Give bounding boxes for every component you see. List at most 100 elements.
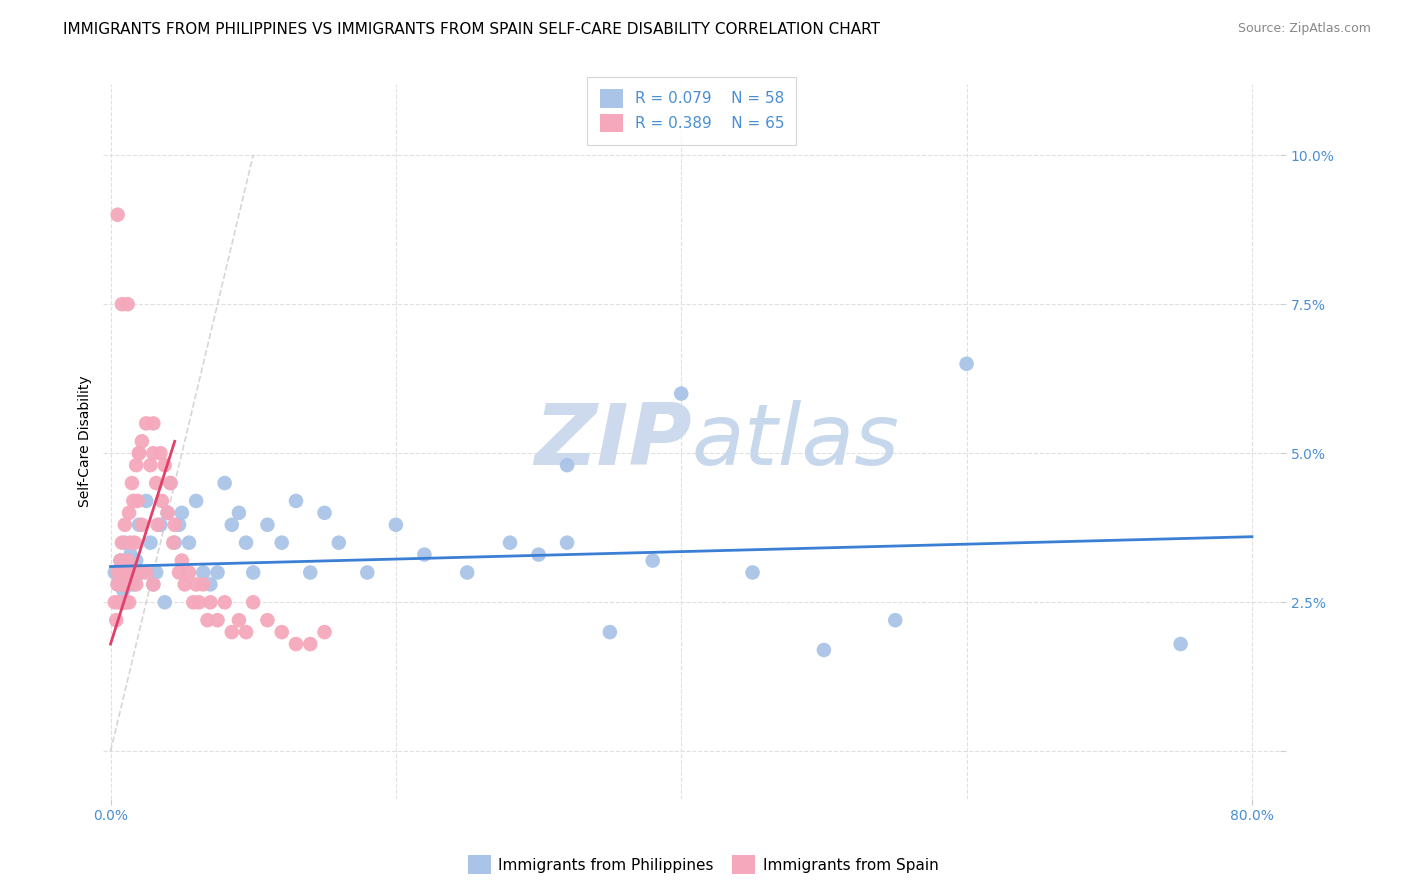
Point xyxy=(111,297,134,311)
Point xyxy=(112,583,135,598)
Point xyxy=(121,566,143,580)
Text: IMMIGRANTS FROM PHILIPPINES VS IMMIGRANTS FROM SPAIN SELF-CARE DISABILITY CORREL: IMMIGRANTS FROM PHILIPPINES VS IMMIGRANT… xyxy=(63,22,880,37)
Point xyxy=(105,613,128,627)
Point xyxy=(131,517,153,532)
Point xyxy=(385,517,408,532)
Point xyxy=(256,613,278,627)
Point xyxy=(150,494,173,508)
Point xyxy=(162,535,184,549)
Text: ZIP: ZIP xyxy=(534,400,692,483)
Point xyxy=(128,517,150,532)
Point xyxy=(173,577,195,591)
Point xyxy=(285,637,308,651)
Point xyxy=(167,566,190,580)
Point xyxy=(163,517,186,532)
Point xyxy=(599,625,621,640)
Point xyxy=(121,566,143,580)
Point xyxy=(120,548,142,562)
Point xyxy=(127,494,149,508)
Point xyxy=(884,613,907,627)
Point xyxy=(527,548,550,562)
Text: Source: ZipAtlas.com: Source: ZipAtlas.com xyxy=(1237,22,1371,36)
Point xyxy=(117,553,139,567)
Point xyxy=(207,566,229,580)
Point xyxy=(1170,637,1192,651)
Point xyxy=(122,494,145,508)
Point xyxy=(214,476,236,491)
Point xyxy=(117,577,139,591)
Point xyxy=(156,506,179,520)
Point xyxy=(285,494,308,508)
Point xyxy=(228,613,250,627)
Point xyxy=(107,566,129,580)
Point xyxy=(159,476,181,491)
Point xyxy=(181,595,204,609)
Point xyxy=(107,577,129,591)
Point xyxy=(107,208,129,222)
Point xyxy=(356,566,378,580)
Point xyxy=(299,566,322,580)
Point xyxy=(135,566,157,580)
Point xyxy=(139,458,162,472)
Point xyxy=(114,595,136,609)
Legend: Immigrants from Philippines, Immigrants from Spain: Immigrants from Philippines, Immigrants … xyxy=(461,849,945,880)
Y-axis label: Self-Care Disability: Self-Care Disability xyxy=(79,376,93,508)
Point xyxy=(122,577,145,591)
Point xyxy=(555,535,578,549)
Point xyxy=(270,625,292,640)
Point xyxy=(110,553,132,567)
Point xyxy=(145,476,167,491)
Point xyxy=(142,577,165,591)
Point xyxy=(413,548,436,562)
Point xyxy=(125,553,148,567)
Point xyxy=(107,577,129,591)
Point xyxy=(110,577,132,591)
Point xyxy=(149,446,172,460)
Point xyxy=(270,535,292,549)
Point xyxy=(214,595,236,609)
Point xyxy=(146,517,169,532)
Point xyxy=(125,577,148,591)
Point xyxy=(188,595,211,609)
Point xyxy=(156,506,179,520)
Point xyxy=(104,566,127,580)
Point xyxy=(228,506,250,520)
Point xyxy=(117,297,139,311)
Point xyxy=(641,553,664,567)
Point xyxy=(555,458,578,472)
Point xyxy=(104,595,127,609)
Point xyxy=(114,535,136,549)
Point xyxy=(111,595,134,609)
Point xyxy=(115,595,138,609)
Point xyxy=(159,476,181,491)
Point xyxy=(142,417,165,431)
Point xyxy=(170,506,193,520)
Point xyxy=(114,566,136,580)
Point xyxy=(177,566,200,580)
Point xyxy=(121,476,143,491)
Point xyxy=(120,535,142,549)
Point xyxy=(135,494,157,508)
Point xyxy=(741,566,763,580)
Point xyxy=(200,595,222,609)
Point xyxy=(242,566,264,580)
Point xyxy=(314,506,336,520)
Point xyxy=(221,625,243,640)
Point xyxy=(131,434,153,449)
Point xyxy=(153,458,176,472)
Point xyxy=(153,595,176,609)
Point xyxy=(128,446,150,460)
Point xyxy=(235,625,257,640)
Point xyxy=(235,535,257,549)
Point xyxy=(193,566,215,580)
Point xyxy=(110,553,132,567)
Point xyxy=(117,566,139,580)
Point xyxy=(813,643,835,657)
Point xyxy=(118,577,141,591)
Point xyxy=(128,566,150,580)
Point xyxy=(299,637,322,651)
Point xyxy=(131,566,153,580)
Point xyxy=(456,566,478,580)
Point xyxy=(112,577,135,591)
Point xyxy=(955,357,977,371)
